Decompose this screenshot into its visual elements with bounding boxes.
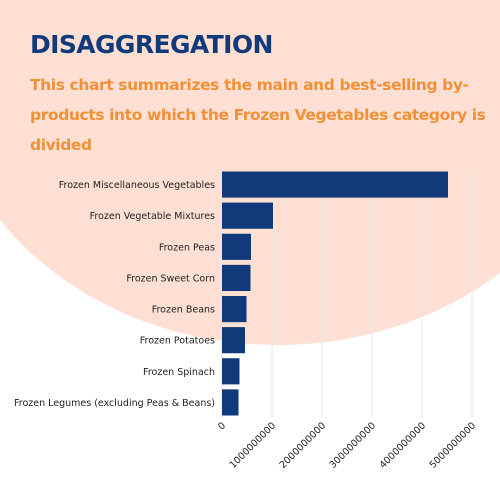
x-tick-label: 3000000000	[328, 420, 379, 471]
category-label: Frozen Sweet Corn	[126, 273, 215, 284]
chart-subtitle: This chart summarizes the main and best-…	[30, 76, 486, 154]
x-tick-label: 1000000000	[228, 420, 279, 471]
bar	[222, 171, 448, 198]
bar	[222, 264, 251, 292]
x-tick-label: 0	[216, 420, 228, 432]
category-label: Frozen Miscellaneous Vegetables	[59, 180, 215, 191]
category-label: Frozen Beans	[152, 305, 215, 316]
bar	[222, 389, 239, 416]
bar	[222, 327, 245, 354]
bar	[222, 295, 247, 323]
x-tick-label: 2000000000	[278, 420, 329, 471]
category-label: Frozen Peas	[159, 242, 215, 253]
x-tick-label: 4000000000	[378, 420, 429, 471]
x-tick-label: 5000000000	[428, 420, 479, 471]
bars	[222, 171, 448, 416]
bar	[222, 233, 251, 260]
page-title: DISAGGREGATION	[30, 30, 273, 59]
category-label: Frozen Vegetable Mixtures	[90, 211, 215, 222]
category-label: Frozen Legumes (excluding Peas & Beans)	[14, 398, 215, 409]
x-axis-ticks: 0 1000000000 2000000000 3000000000 400000000…	[216, 420, 478, 471]
bar	[222, 202, 273, 229]
category-label: Frozen Spinach	[143, 367, 215, 378]
category-label: Frozen Potatoes	[140, 336, 215, 347]
bar	[222, 358, 240, 385]
category-labels: Frozen Miscellaneous Vegetables Frozen Ve…	[14, 180, 215, 409]
